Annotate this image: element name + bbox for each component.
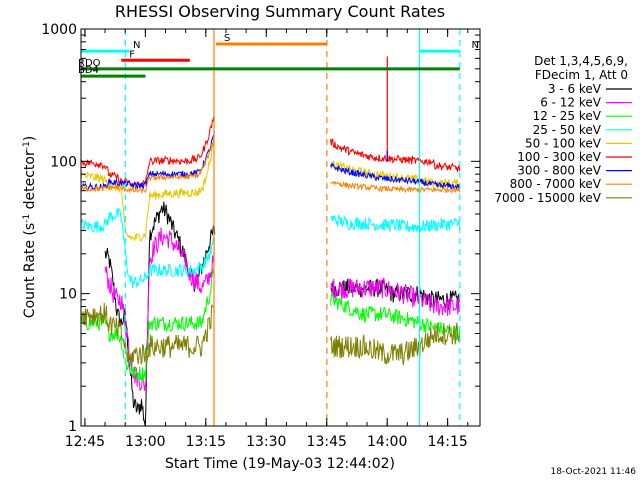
legend: Det 1,3,4,5,6,9, FDecim 1, Att 0 3 - 6 k… xyxy=(494,54,632,205)
y-tick-label-3: 100 xyxy=(50,154,77,170)
x-axis-label: Start Time (19-May-03 12:44:02) xyxy=(165,456,395,472)
legend-header-line2: FDecim 1, Att 0 xyxy=(535,68,628,82)
legend-label-1: 3 - 6 keV xyxy=(548,82,602,96)
y-axis-label-sup2: -1 xyxy=(22,141,32,150)
y-tick-label-1: 1 xyxy=(68,419,77,435)
axes: 12:45 13:00 13:15 13:30 13:45 14:00 14:15 1 10 10… xyxy=(41,22,481,450)
x-tick-label-4: 13:30 xyxy=(246,434,286,450)
legend-label-9: 7000 - 15000 keV xyxy=(494,191,601,205)
chart-title: RHESSI Observing Summary Count Rates xyxy=(115,2,445,21)
y-tick-label-2: 10 xyxy=(59,287,77,303)
legend-label-5: 50 - 100 keV xyxy=(525,136,602,150)
x-tick-label-2: 13:00 xyxy=(125,434,165,450)
legend-label-3: 12 - 25 keV xyxy=(533,109,602,123)
flag-label-6: BD4 xyxy=(78,65,99,76)
series-line-6 xyxy=(81,114,461,190)
legend-label-7: 300 - 800 keV xyxy=(517,164,601,178)
y-axis-label: Count Rate (s-1 detector-1) xyxy=(22,136,38,318)
x-tick-label-1: 12:45 xyxy=(65,434,105,450)
x-tick-label-6: 14:00 xyxy=(367,434,407,450)
flag-label-4: S xyxy=(224,33,230,44)
legend-label-4: 25 - 50 keV xyxy=(533,123,602,137)
plot-inner xyxy=(81,56,461,426)
plot-frame xyxy=(80,28,481,427)
x-tick-label-7: 14:15 xyxy=(427,434,467,450)
series-line-9 xyxy=(81,302,461,368)
flag-label-3: F xyxy=(129,49,135,60)
y-axis-label-prefix: Count Rate (s xyxy=(22,223,38,318)
legend-label-8: 800 - 7000 keV xyxy=(510,177,602,191)
flag-label-1: N xyxy=(133,40,140,51)
legend-header-line1: Det 1,3,4,5,6,9, xyxy=(534,54,628,68)
y-axis-label-mid: detector xyxy=(22,150,38,214)
y-axis-label-end: ) xyxy=(22,136,38,141)
series-line-4 xyxy=(81,207,461,289)
x-tick-label-5: 13:45 xyxy=(307,434,347,450)
flag-label-5: RDO xyxy=(78,58,101,69)
legend-label-2: 6 - 12 keV xyxy=(540,96,602,110)
flag-label-2: N xyxy=(472,40,479,51)
series-line-8 xyxy=(81,136,461,194)
x-tick-label-3: 13:15 xyxy=(186,434,226,450)
legend-label-6: 100 - 300 keV xyxy=(517,150,601,164)
series-line-2 xyxy=(104,227,460,392)
y-tick-label-4: 1000 xyxy=(41,22,77,38)
footer-date: 18-Oct-2021 11:46 xyxy=(551,467,637,477)
y-axis-label-sup: -1 xyxy=(22,214,32,223)
